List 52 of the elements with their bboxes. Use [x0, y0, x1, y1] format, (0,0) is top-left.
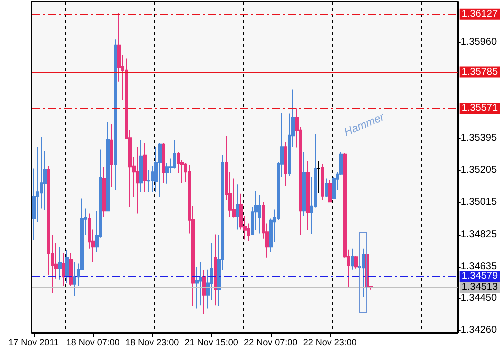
candlestick: [102, 166, 106, 218]
candlestick: [306, 160, 310, 231]
x-tick-label: 21 Nov 15:00: [184, 338, 238, 348]
candlestick: [302, 152, 306, 218]
x-tick-label: 22 Nov 07:00: [244, 338, 298, 348]
x-tick-label: 18 Nov 23:00: [126, 338, 180, 348]
candlestick: [362, 248, 365, 298]
ref-line-label: 1.35571: [462, 102, 498, 114]
candlestick: [65, 250, 69, 284]
candlestick: [351, 248, 354, 270]
y-tick-label: 1.34825: [460, 229, 498, 240]
ref-line-label: 1.35785: [462, 66, 498, 78]
candlestick: [173, 140, 176, 170]
candlestick: [325, 178, 328, 198]
candlestick: [147, 170, 150, 193]
candlestick: [106, 122, 110, 212]
candlestick: [199, 262, 202, 306]
candlestick: [110, 124, 113, 188]
x-tick-label: 18 Nov 07:00: [66, 338, 120, 348]
candlestick: [317, 160, 321, 194]
candlestick: [136, 146, 139, 214]
ref-line-label: 1.34579: [462, 270, 498, 282]
candlestick: [154, 146, 158, 193]
candlestick: [69, 252, 73, 287]
candlestick: [73, 262, 76, 297]
candlestick: [162, 142, 165, 184]
candlestick: [258, 194, 261, 234]
candlestick: [58, 246, 62, 280]
candlestick: [328, 180, 332, 203]
x-tick-label: 22 Nov 23:00: [303, 338, 357, 348]
x-tick-label: 17 Nov 2011: [8, 338, 60, 348]
candlestick: [284, 142, 287, 187]
y-tick-label: 1.35205: [460, 164, 498, 176]
candlestick: [62, 252, 65, 287]
y-tick-label: 1.34635: [460, 261, 498, 272]
candlestick: [165, 162, 169, 184]
candlestick: [114, 39, 117, 191]
y-tick-label: 1.35015: [460, 197, 498, 208]
candlestick: [214, 234, 217, 306]
candlestick: [202, 270, 206, 316]
ref-line-label: 1.36127: [462, 8, 498, 20]
candlestick: [139, 140, 143, 193]
candlestick: [143, 142, 147, 193]
ref-line-label: 1.34513: [462, 282, 498, 294]
y-tick-label: 1.35395: [460, 132, 498, 144]
y-tick-label: 1.34450: [460, 292, 498, 304]
y-tick-label: 1.35960: [460, 37, 498, 48]
candlestick: [158, 142, 162, 198]
candlestick: [236, 184, 239, 230]
candlestick: [321, 164, 324, 201]
y-tick-label: 1.34260: [460, 324, 498, 336]
candlestick: [354, 256, 358, 270]
